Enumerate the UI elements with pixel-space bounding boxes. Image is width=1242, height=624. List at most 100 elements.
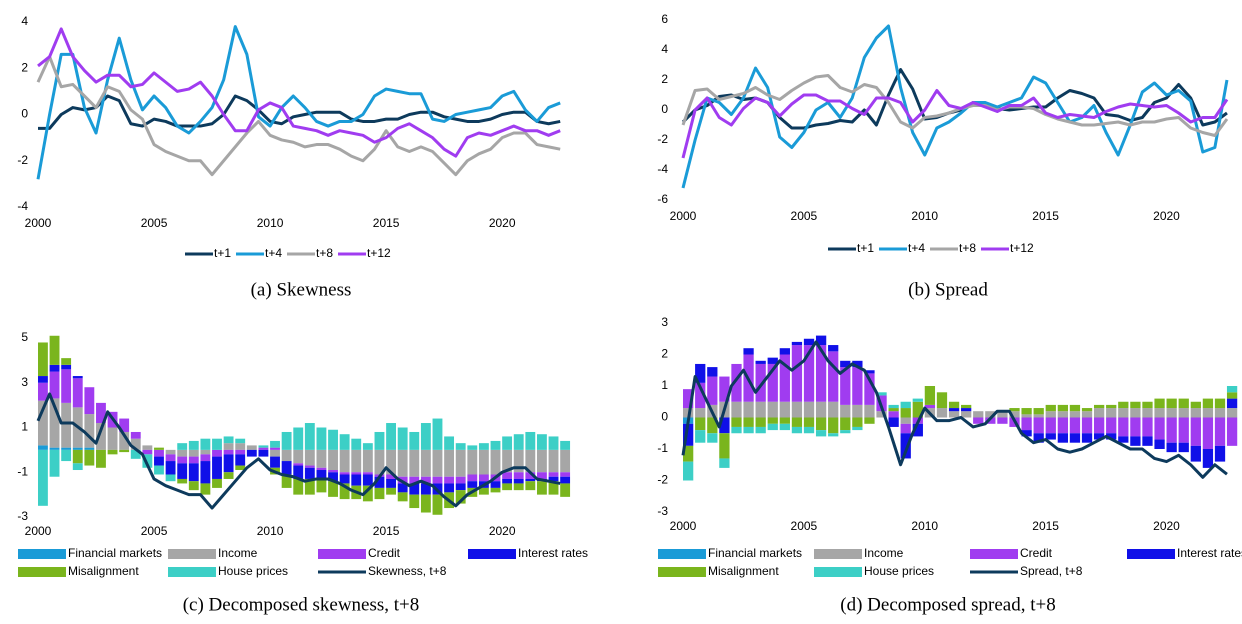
bar-segment <box>362 474 373 486</box>
bar-segment <box>719 417 730 434</box>
bar-segment <box>1154 439 1165 449</box>
bar-segment <box>270 447 280 450</box>
bar-segment <box>61 364 72 370</box>
bar-segment <box>1057 417 1068 434</box>
bar-segment <box>107 449 118 455</box>
bar-segment <box>707 367 718 377</box>
bar-segment <box>815 345 827 402</box>
legend-swatch <box>168 567 216 577</box>
bar-segment <box>374 431 385 450</box>
legend-swatch <box>18 567 66 577</box>
bar-segment <box>420 449 431 477</box>
bar-segment <box>719 376 730 402</box>
bar-segment <box>961 408 972 412</box>
bar-segment <box>695 382 706 409</box>
bar-segment <box>200 454 211 462</box>
x-tick-label: 2015 <box>373 216 400 230</box>
bar-segment <box>420 494 431 513</box>
bar-segment <box>258 445 269 448</box>
bar-segment <box>490 449 501 475</box>
bar-segment <box>339 434 350 450</box>
bar-segment <box>1130 436 1141 446</box>
y-tick-label: 0 <box>21 107 28 121</box>
bar-segment <box>339 474 350 484</box>
bar-segment <box>38 342 48 377</box>
bar-segment <box>1093 408 1105 418</box>
bar-segment <box>478 474 489 482</box>
bar-segment <box>61 449 72 462</box>
bar-segment <box>900 408 911 418</box>
bar-segment <box>420 476 431 484</box>
bar-segment <box>1226 386 1238 393</box>
x-tick-label: 2000 <box>25 216 52 230</box>
bar-segment <box>1045 433 1056 440</box>
y-tick-label: -2 <box>17 153 28 167</box>
bar-segment <box>743 417 754 427</box>
bar-segment <box>328 470 338 473</box>
bar-segment <box>397 449 408 477</box>
bar-segment <box>548 481 559 495</box>
bar-segment <box>409 494 420 509</box>
bar-segment <box>828 417 839 434</box>
y-tick-label: 4 <box>661 42 668 56</box>
bar-segment <box>560 440 571 450</box>
bar-segment <box>1118 401 1129 409</box>
legend-label: Skewness, t+8 <box>368 564 447 578</box>
bar-segment <box>1202 408 1214 418</box>
legend-label: t+1 <box>857 241 874 255</box>
bar-segment <box>386 487 396 495</box>
bar-segment <box>188 481 199 491</box>
bar-segment <box>513 483 524 491</box>
bar-segment <box>779 417 790 424</box>
legend-swatch <box>814 549 862 559</box>
bar-segment <box>912 401 923 418</box>
bar-segment <box>374 487 385 500</box>
bar-segment <box>1178 408 1189 418</box>
bar-segment <box>432 449 443 477</box>
bar-segment <box>900 417 911 424</box>
bar-segment <box>852 426 863 431</box>
bar-segment <box>130 438 141 450</box>
x-tick-label: 2000 <box>25 524 52 538</box>
bar-segment <box>961 411 972 418</box>
legend-label: Interest rates <box>1177 546 1242 560</box>
bar-segment <box>84 449 95 466</box>
bar-segment <box>502 449 513 473</box>
bar-segment <box>1166 417 1177 443</box>
bar-segment <box>409 483 420 495</box>
legend-label: Misalignment <box>708 564 779 578</box>
bar-segment <box>815 401 827 418</box>
bar-segment <box>864 370 875 374</box>
bar-segment <box>707 417 718 434</box>
bar-segment <box>1021 408 1032 415</box>
bar-segment <box>96 449 106 468</box>
chart: -4 -2 0 2 4 2000 2005 2010 2015 2020 t+1 t+4 t+8 t+12… <box>17 14 561 300</box>
bar-segment <box>223 449 234 455</box>
bar-segment <box>1009 411 1020 418</box>
bar-segment <box>1021 417 1032 431</box>
bar-segment <box>467 445 478 450</box>
bar-segment <box>1226 408 1238 418</box>
bar-segment <box>852 417 863 427</box>
legend-swatch <box>658 549 706 559</box>
bar-segment <box>200 449 211 455</box>
bar-segment <box>888 411 899 418</box>
bar-segment <box>351 472 362 475</box>
legend-label: t+8 <box>316 246 333 260</box>
legend-swatch <box>658 567 706 577</box>
bar-segment <box>525 478 536 482</box>
bar-segment <box>683 423 694 446</box>
bar-segment <box>177 449 188 457</box>
y-tick-label: -2 <box>657 132 668 146</box>
bar-segment <box>1033 417 1044 434</box>
x-tick-label: 2005 <box>141 524 168 538</box>
bar-segment <box>536 434 547 450</box>
bar-segment <box>707 376 718 405</box>
bar-segment <box>223 454 234 473</box>
bar-segment <box>803 338 815 346</box>
bar-segment <box>212 478 222 488</box>
bar-segment <box>96 402 106 424</box>
bar-segment <box>420 483 431 495</box>
bar-segment <box>328 481 338 497</box>
bar-segment <box>924 404 936 409</box>
